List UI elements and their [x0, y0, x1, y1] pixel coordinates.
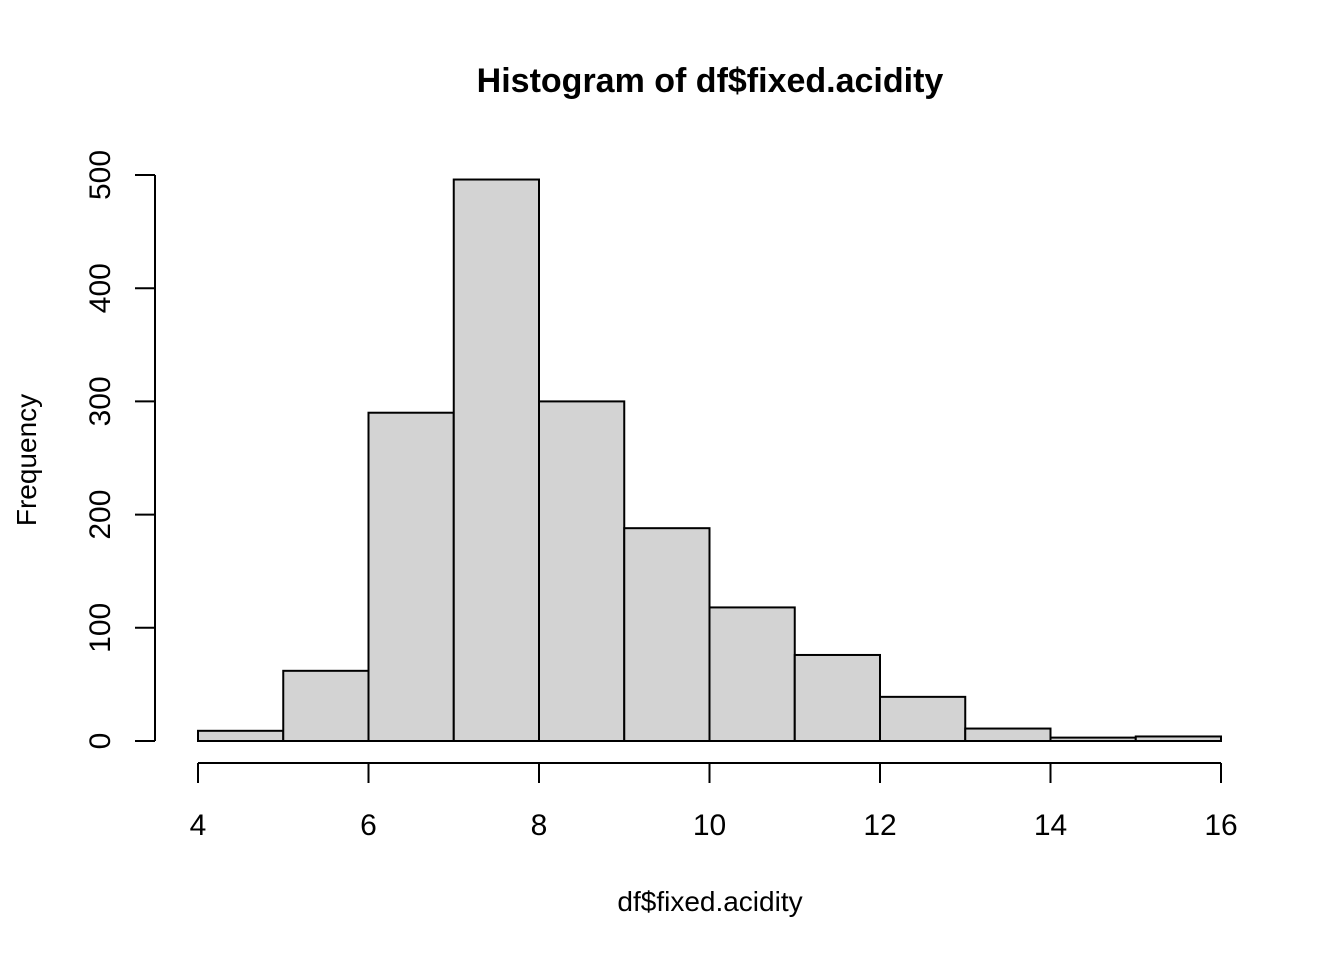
- histogram-bar-4-5: [197, 729, 285, 743]
- y-axis-label: Frequency: [11, 394, 42, 526]
- histogram-bar-9-10: [623, 527, 711, 743]
- histogram-bar-14-15: [1049, 736, 1137, 743]
- histogram-bar-13-14: [964, 727, 1052, 742]
- y-tick-label: 400: [84, 263, 117, 313]
- x-tick-label: 16: [1204, 809, 1237, 842]
- histogram-bar-7-8: [452, 178, 540, 742]
- x-tick-label: 14: [1034, 809, 1067, 842]
- y-tick-label: 200: [84, 490, 117, 540]
- y-axis: 0 100 200 300 400 500: [84, 150, 156, 750]
- x-tick-label: 12: [863, 809, 896, 842]
- x-tick-label: 6: [360, 809, 377, 842]
- x-tick-label: 4: [190, 809, 207, 842]
- chart-title: Histogram of df$fixed.acidity: [477, 62, 944, 100]
- x-axis-label: df$fixed.acidity: [617, 886, 802, 917]
- y-tick-label: 100: [84, 603, 117, 653]
- histogram-bar-12-13: [879, 695, 967, 742]
- histogram-bar-15-16: [1134, 735, 1222, 742]
- y-tick-label: 500: [84, 150, 117, 200]
- x-tick-label: 10: [693, 809, 726, 842]
- histogram-bar-6-7: [367, 411, 455, 742]
- histogram-bar-11-12: [793, 653, 881, 743]
- histogram-bar-10-11: [708, 606, 796, 743]
- histogram-bar-8-9: [538, 400, 626, 742]
- y-tick-label: 0: [84, 733, 117, 750]
- x-axis: 4 6 8 10 12 14 16: [190, 762, 1238, 842]
- histogram-bar-5-6: [282, 669, 370, 742]
- y-tick-label: 300: [84, 376, 117, 426]
- bars-group: [197, 178, 1222, 743]
- x-tick-label: 8: [531, 809, 548, 842]
